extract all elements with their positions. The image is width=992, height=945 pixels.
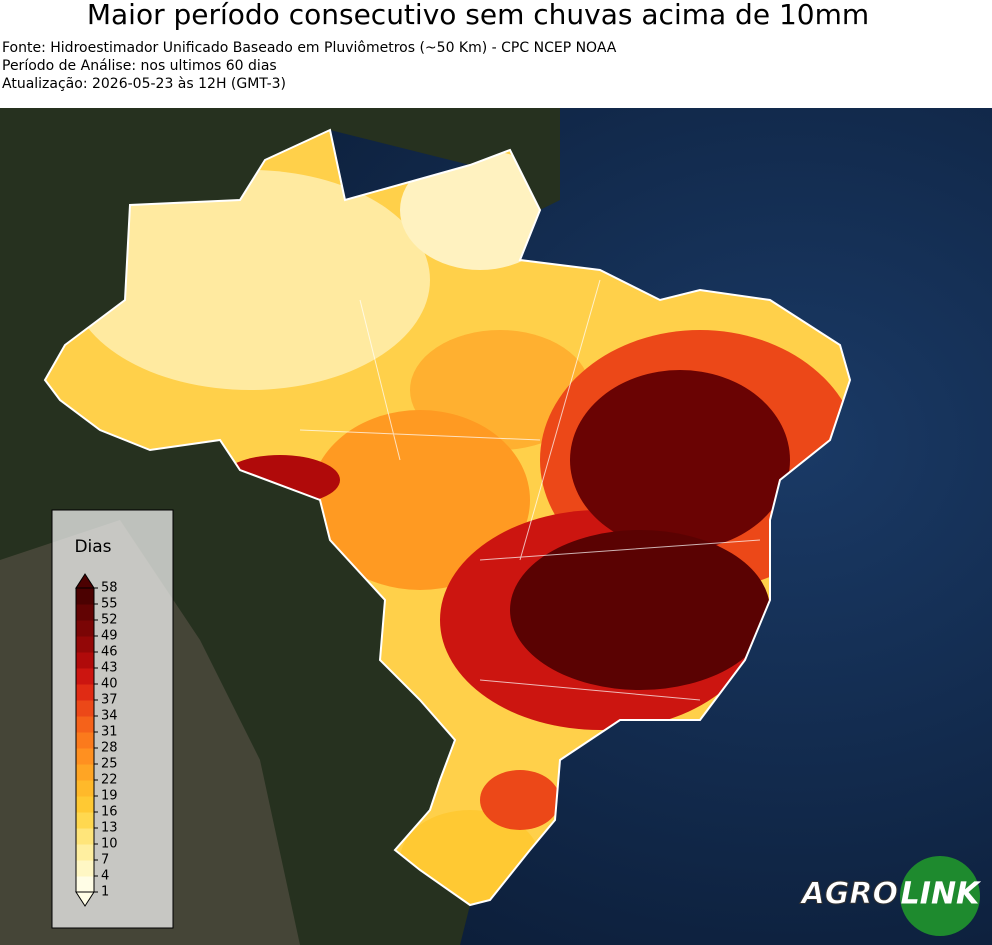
source-line: Fonte: Hidroestimador Unificado Baseado … (2, 40, 617, 56)
color-step (76, 652, 94, 669)
tick-label: 25 (101, 757, 118, 772)
tick-label: 52 (101, 613, 118, 628)
color-step (76, 636, 94, 653)
color-step (76, 668, 94, 685)
logo: AGRO LINK (799, 856, 982, 936)
tick-label: 16 (101, 805, 118, 820)
color-step (76, 844, 94, 861)
colorbar-box (51, 509, 174, 929)
tick-label: 1 (101, 885, 109, 900)
title: Maior período consecutivo sem chuvas aci… (87, 0, 869, 31)
color-step (76, 860, 94, 877)
colorbar: Dias 14710131619222528313437404346495255… (51, 509, 174, 929)
tick-label: 43 (101, 661, 118, 676)
tick-label: 4 (101, 869, 109, 884)
color-step (76, 748, 94, 765)
update-line: Atualização: 2026-05-23 às 12H (GMT-3) (2, 76, 286, 92)
colorbar-frame (75, 587, 95, 893)
tick-label: 58 (101, 581, 118, 596)
map (0, 108, 992, 945)
tick-label: 34 (101, 709, 118, 724)
color-step (76, 796, 94, 813)
color-step (76, 812, 94, 829)
logo-circle (900, 856, 980, 936)
header: Maior período consecutivo sem chuvas aci… (2, 0, 869, 92)
color-step (76, 764, 94, 781)
tick-label: 46 (101, 645, 118, 660)
tick-label: 40 (101, 677, 118, 692)
color-step (76, 732, 94, 749)
color-step (76, 620, 94, 637)
logo-left: AGRO (800, 877, 898, 912)
tick-label: 13 (101, 821, 118, 836)
color-step (76, 684, 94, 701)
color-step (76, 716, 94, 733)
tick-label: 22 (101, 773, 118, 788)
logo-right: LINK (901, 877, 982, 912)
period-line: Período de Análise: nos ultimos 60 dias (2, 58, 277, 74)
tick-label: 37 (101, 693, 118, 708)
color-step (76, 700, 94, 717)
color-step (76, 780, 94, 797)
color-step (76, 604, 94, 621)
tick-label: 10 (101, 837, 118, 852)
tick-label: 7 (101, 853, 109, 868)
color-step (76, 588, 94, 605)
tick-label: 31 (101, 725, 118, 740)
color-step (76, 876, 94, 893)
color-step (76, 828, 94, 845)
tick-label: 55 (101, 597, 118, 612)
tick-label: 28 (101, 741, 118, 756)
tick-label: 49 (101, 629, 118, 644)
tick-label: 19 (101, 789, 118, 804)
colorbar-label: Dias (74, 537, 111, 557)
